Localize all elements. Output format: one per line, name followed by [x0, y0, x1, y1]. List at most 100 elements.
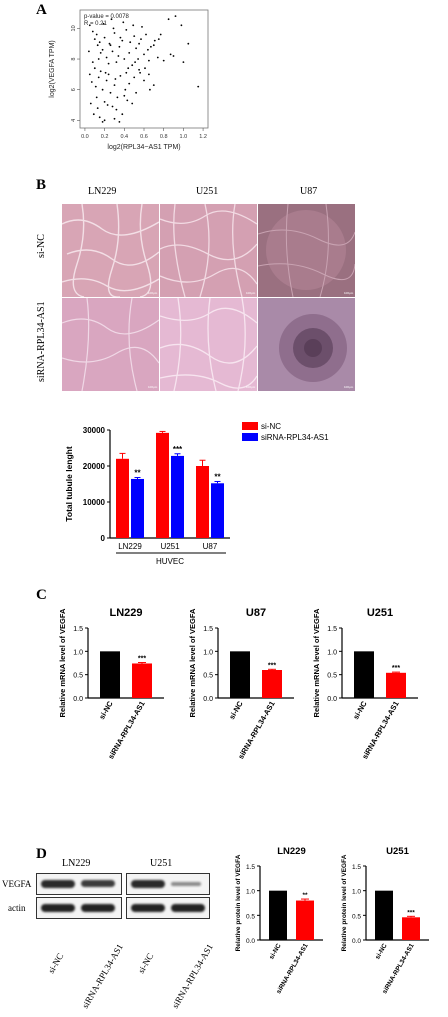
data-point [115, 108, 118, 111]
bar [402, 917, 420, 940]
bar [131, 478, 144, 538]
svg-text:100μm: 100μm [148, 385, 158, 389]
data-point [103, 119, 106, 122]
y-axis-label: Relative mRNA level of VEGFA [188, 608, 197, 718]
x-axis-label: log2(RPL34−AS1 TPM) [107, 144, 180, 151]
x-tick-label: 0.2 [101, 134, 109, 140]
bar [100, 651, 120, 698]
band [81, 904, 115, 912]
bar [354, 651, 374, 698]
data-point [139, 71, 141, 74]
y-tick-label: 30000 [83, 426, 106, 435]
blot-title-u251: U251 [150, 858, 173, 869]
data-point [121, 39, 124, 42]
x-tick-label: siRNA-RPL34-AS1 [106, 700, 147, 761]
data-point [148, 73, 150, 76]
y-axis-label: Relative mRNA level of VEGFA [312, 608, 321, 718]
data-point [128, 82, 131, 85]
data-point [118, 45, 121, 48]
micrograph-u87-si-nc: 100μm [258, 204, 355, 297]
data-point [89, 102, 92, 105]
data-point [95, 33, 98, 36]
x-tick-label: si-NC [227, 699, 245, 721]
y-axis-label: Total tubule lenght [64, 446, 74, 522]
data-point [88, 50, 90, 53]
data-point [111, 50, 114, 53]
bar [375, 890, 393, 940]
band [131, 904, 165, 912]
data-point [152, 44, 155, 47]
chart-title: U87 [246, 607, 266, 619]
y-tick-label: 8 [71, 58, 77, 61]
data-point [162, 59, 165, 62]
bar [211, 483, 224, 538]
data-point [169, 53, 172, 56]
svg-text:100μm: 100μm [246, 291, 256, 295]
data-point [143, 79, 145, 82]
chart-title: U251 [367, 607, 393, 619]
data-point [111, 105, 114, 108]
data-point [113, 84, 116, 86]
significance-mark: *** [268, 662, 276, 669]
panel-d-letter: D [36, 846, 47, 862]
data-point [103, 101, 106, 103]
data-point [101, 88, 104, 91]
chart-title: LN229 [109, 607, 142, 619]
y-tick-label: 10 [71, 25, 77, 31]
band [171, 882, 201, 886]
data-point [150, 45, 152, 48]
data-point [102, 22, 105, 25]
blot-actin-ln229 [36, 897, 122, 919]
y-tick-label: 0.5 [73, 673, 83, 680]
data-point [156, 56, 159, 59]
data-point [106, 104, 109, 106]
data-point [122, 21, 125, 24]
x-tick-label: siRNA-RPL34-AS1 [236, 700, 277, 761]
data-point [123, 94, 126, 97]
y-tick-label: 1.5 [203, 626, 213, 633]
x-tick-label: si-NC [351, 699, 369, 721]
svg-text:100μm: 100μm [246, 385, 256, 389]
band [41, 880, 75, 888]
bar [196, 466, 209, 538]
blot-row-actin: actin [8, 903, 26, 913]
y-tick-label: 0.0 [203, 696, 213, 703]
band [41, 904, 75, 912]
y-axis-label: log2(VEGFA TPM) [49, 40, 56, 97]
data-point [182, 61, 185, 63]
bar [171, 455, 184, 538]
blot-title-ln229: LN229 [62, 858, 91, 869]
x-tick-label: 0.4 [120, 134, 128, 140]
panel-c-letter: C [36, 587, 47, 603]
data-point [145, 33, 147, 36]
y-tick-label: 0.0 [327, 696, 337, 703]
data-point [103, 36, 106, 39]
data-point [88, 73, 91, 76]
blot-vegfa-ln229 [36, 873, 122, 895]
data-point [134, 61, 136, 63]
data-point [104, 71, 107, 74]
data-point [123, 58, 126, 60]
y-axis-label: Relative protein level of VEGFA [341, 854, 348, 951]
data-point [118, 121, 121, 123]
y-tick-label: 0.5 [352, 913, 361, 920]
blot-row-vegfa: VEGFA [2, 879, 32, 889]
data-point [99, 70, 102, 73]
data-point [137, 58, 139, 60]
data-point [131, 64, 134, 67]
data-point [112, 27, 115, 30]
svg-text:100μm: 100μm [344, 291, 354, 295]
protein-chart-u251: U251 0.0 0.5 1.0 1.5 Relative protein level o… [341, 846, 429, 995]
data-point [138, 42, 140, 45]
y-tick-label: 0.5 [203, 673, 213, 680]
svg-text:100μm: 100μm [344, 385, 354, 389]
x-tick-label: si-NC [374, 942, 389, 960]
data-point [96, 44, 99, 47]
data-point [147, 48, 149, 51]
lane-label-ln229-si-nc: si-NC [46, 951, 66, 975]
y-tick-label: 1.5 [327, 626, 337, 633]
micrograph-u251-si-nc: 100μm [160, 204, 257, 297]
data-point [93, 38, 96, 40]
data-point [157, 38, 160, 40]
y-tick-label: 0.5 [327, 673, 337, 680]
